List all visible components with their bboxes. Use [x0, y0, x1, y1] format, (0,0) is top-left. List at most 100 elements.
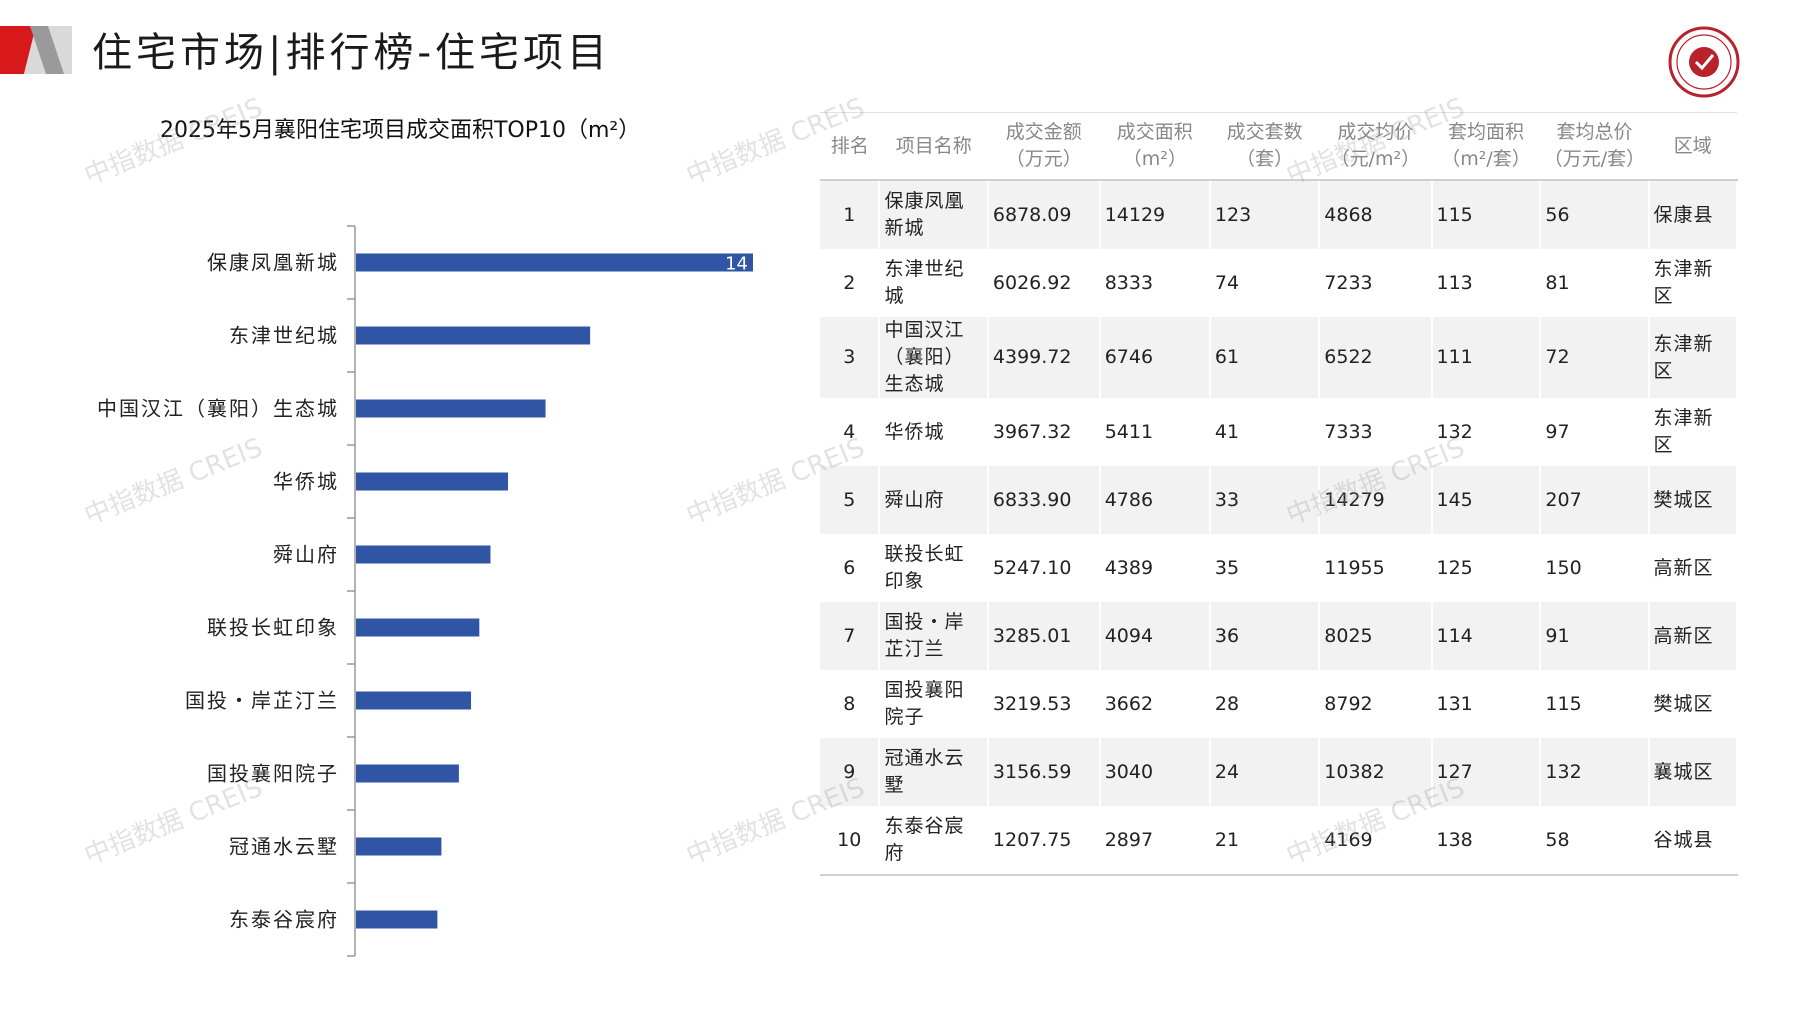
table-row: 3 中国汉江（襄阳）生态城 4399.72 6746 61 6522 111 72 东津新区	[820, 317, 1738, 398]
bar	[356, 399, 546, 418]
cell-avg-price: 7233	[1319, 249, 1433, 317]
cell-avg-total: 132	[1540, 738, 1650, 806]
cell-rank: 10	[820, 806, 881, 876]
cell-district: 保康县	[1648, 180, 1738, 249]
cell-units: 36	[1209, 602, 1321, 670]
table-header-row: 排名 项目名称 成交金额 （万元） 成交面积 （m²） 成交套数 （套） 成交均价 （元/m²） 套…	[820, 112, 1737, 181]
bar	[356, 472, 509, 491]
category-label: 中国汉江（襄阳）生态城	[97, 397, 339, 421]
cell-area: 4786	[1099, 466, 1211, 534]
header-amount-line: 成交金额	[1005, 121, 1082, 143]
cell-amount: 6878.09	[987, 180, 1101, 249]
cell-avg-price: 4868	[1319, 180, 1433, 249]
bar	[356, 545, 491, 564]
cell-project-name: 国投襄阳院子	[879, 670, 989, 738]
cell-avg-price: 4169	[1319, 806, 1433, 876]
cell-avg-area: 131	[1431, 670, 1542, 738]
cell-avg-price: 7333	[1319, 398, 1433, 466]
bar	[356, 910, 438, 929]
cell-district: 襄城区	[1648, 738, 1738, 806]
cell-rank: 2	[820, 249, 881, 317]
cell-amount: 3967.32	[987, 398, 1101, 466]
cell-amount: 4399.72	[987, 317, 1101, 398]
cell-avg-total: 72	[1540, 317, 1650, 398]
header-amount: 成交金额 （万元）	[987, 112, 1100, 181]
cell-avg-area: 114	[1431, 602, 1542, 670]
header-avg-total-line: （万元/套）	[1543, 148, 1646, 170]
header-units-line: （套）	[1236, 148, 1294, 170]
table-row: 7 国投・岸芷汀兰 3285.01 4094 36 8025 114 91 高新区	[820, 602, 1738, 670]
cell-avg-price: 10382	[1319, 738, 1433, 806]
header-avg-price: 成交均价 （元/m²）	[1319, 112, 1432, 181]
cell-avg-area: 115	[1431, 180, 1542, 249]
cell-amount: 3219.53	[987, 670, 1101, 738]
header-avg-total: 套均总价 （万元/套）	[1540, 112, 1649, 181]
cell-district: 樊城区	[1648, 670, 1738, 738]
header-area: 成交面积 （m²）	[1099, 112, 1210, 181]
header-avg-area-line: 套均面积	[1447, 121, 1524, 143]
cell-avg-total: 150	[1540, 534, 1650, 602]
cell-area: 2897	[1099, 806, 1211, 876]
bar	[356, 691, 472, 710]
cell-avg-total: 91	[1540, 602, 1650, 670]
cell-rank: 3	[820, 317, 881, 398]
category-label: 国投襄阳院子	[207, 762, 339, 786]
header-avg-price-line: 成交均价	[1337, 121, 1414, 143]
cell-units: 33	[1209, 466, 1321, 534]
corner-decoration	[0, 26, 72, 74]
cell-area: 3040	[1099, 738, 1211, 806]
header-district-line: 区域	[1673, 134, 1712, 157]
cell-project-name: 冠通水云墅	[879, 738, 989, 806]
cell-project-name: 舜山府	[879, 466, 989, 534]
category-label: 国投・岸芷汀兰	[185, 689, 339, 713]
bar	[356, 618, 480, 637]
cell-avg-area: 132	[1431, 398, 1542, 466]
cell-amount: 3156.59	[987, 738, 1101, 806]
page-title: 住宅市场|排行榜-住宅项目	[92, 30, 611, 76]
china-index-academy-logo	[1668, 26, 1740, 98]
cell-project-name: 华侨城	[879, 398, 989, 466]
header-units: 成交套数 （套）	[1209, 112, 1320, 181]
header-rank: 排名	[820, 112, 880, 181]
cell-project-name: 国投・岸芷汀兰	[879, 602, 989, 670]
category-label: 舜山府	[273, 543, 339, 567]
cell-units: 28	[1209, 670, 1321, 738]
cell-amount: 1207.75	[987, 806, 1101, 876]
cell-district: 樊城区	[1648, 466, 1738, 534]
cell-district: 谷城县	[1648, 806, 1738, 876]
cell-units: 74	[1209, 249, 1321, 317]
table-row: 2 东津世纪城 6026.92 8333 74 7233 113 81 东津新区	[820, 249, 1738, 317]
cell-avg-total: 115	[1540, 670, 1650, 738]
data-label: 14	[725, 254, 748, 275]
cell-avg-total: 207	[1540, 466, 1650, 534]
category-label: 东津世纪城	[229, 324, 339, 348]
header-avg-total-line: 套均总价	[1556, 121, 1633, 143]
category-label: 联投长虹印象	[207, 616, 339, 640]
header-district: 区域	[1648, 112, 1737, 181]
cell-units: 41	[1209, 398, 1321, 466]
cell-project-name: 东津世纪城	[879, 249, 989, 317]
cell-avg-total: 58	[1540, 806, 1650, 876]
cell-avg-area: 113	[1431, 249, 1542, 317]
cell-units: 35	[1209, 534, 1321, 602]
cell-area: 14129	[1099, 180, 1211, 249]
cell-district: 东津新区	[1648, 249, 1738, 317]
cell-avg-area: 111	[1431, 317, 1542, 398]
cell-avg-total: 97	[1540, 398, 1650, 466]
cell-avg-price: 11955	[1319, 534, 1433, 602]
table-row: 8 国投襄阳院子 3219.53 3662 28 8792 131 115 樊城区	[820, 670, 1738, 738]
cell-project-name: 保康凤凰新城	[879, 180, 989, 249]
cell-avg-total: 81	[1540, 249, 1650, 317]
chart-title: 2025年5月襄阳住宅项目成交面积TOP10（m²）	[160, 118, 641, 143]
bar	[356, 253, 753, 272]
header-area-line: （m²）	[1122, 148, 1187, 170]
category-label: 华侨城	[273, 470, 339, 494]
cell-units: 24	[1209, 738, 1321, 806]
cell-rank: 7	[820, 602, 881, 670]
cell-district: 东津新区	[1648, 398, 1738, 466]
header-avg-area: 套均面积 （m²/套）	[1431, 112, 1541, 181]
cell-project-name: 联投长虹印象	[879, 534, 989, 602]
cell-area: 5411	[1099, 398, 1211, 466]
cell-project-name: 中国汉江（襄阳）生态城	[879, 317, 989, 398]
cell-avg-price: 6522	[1319, 317, 1433, 398]
